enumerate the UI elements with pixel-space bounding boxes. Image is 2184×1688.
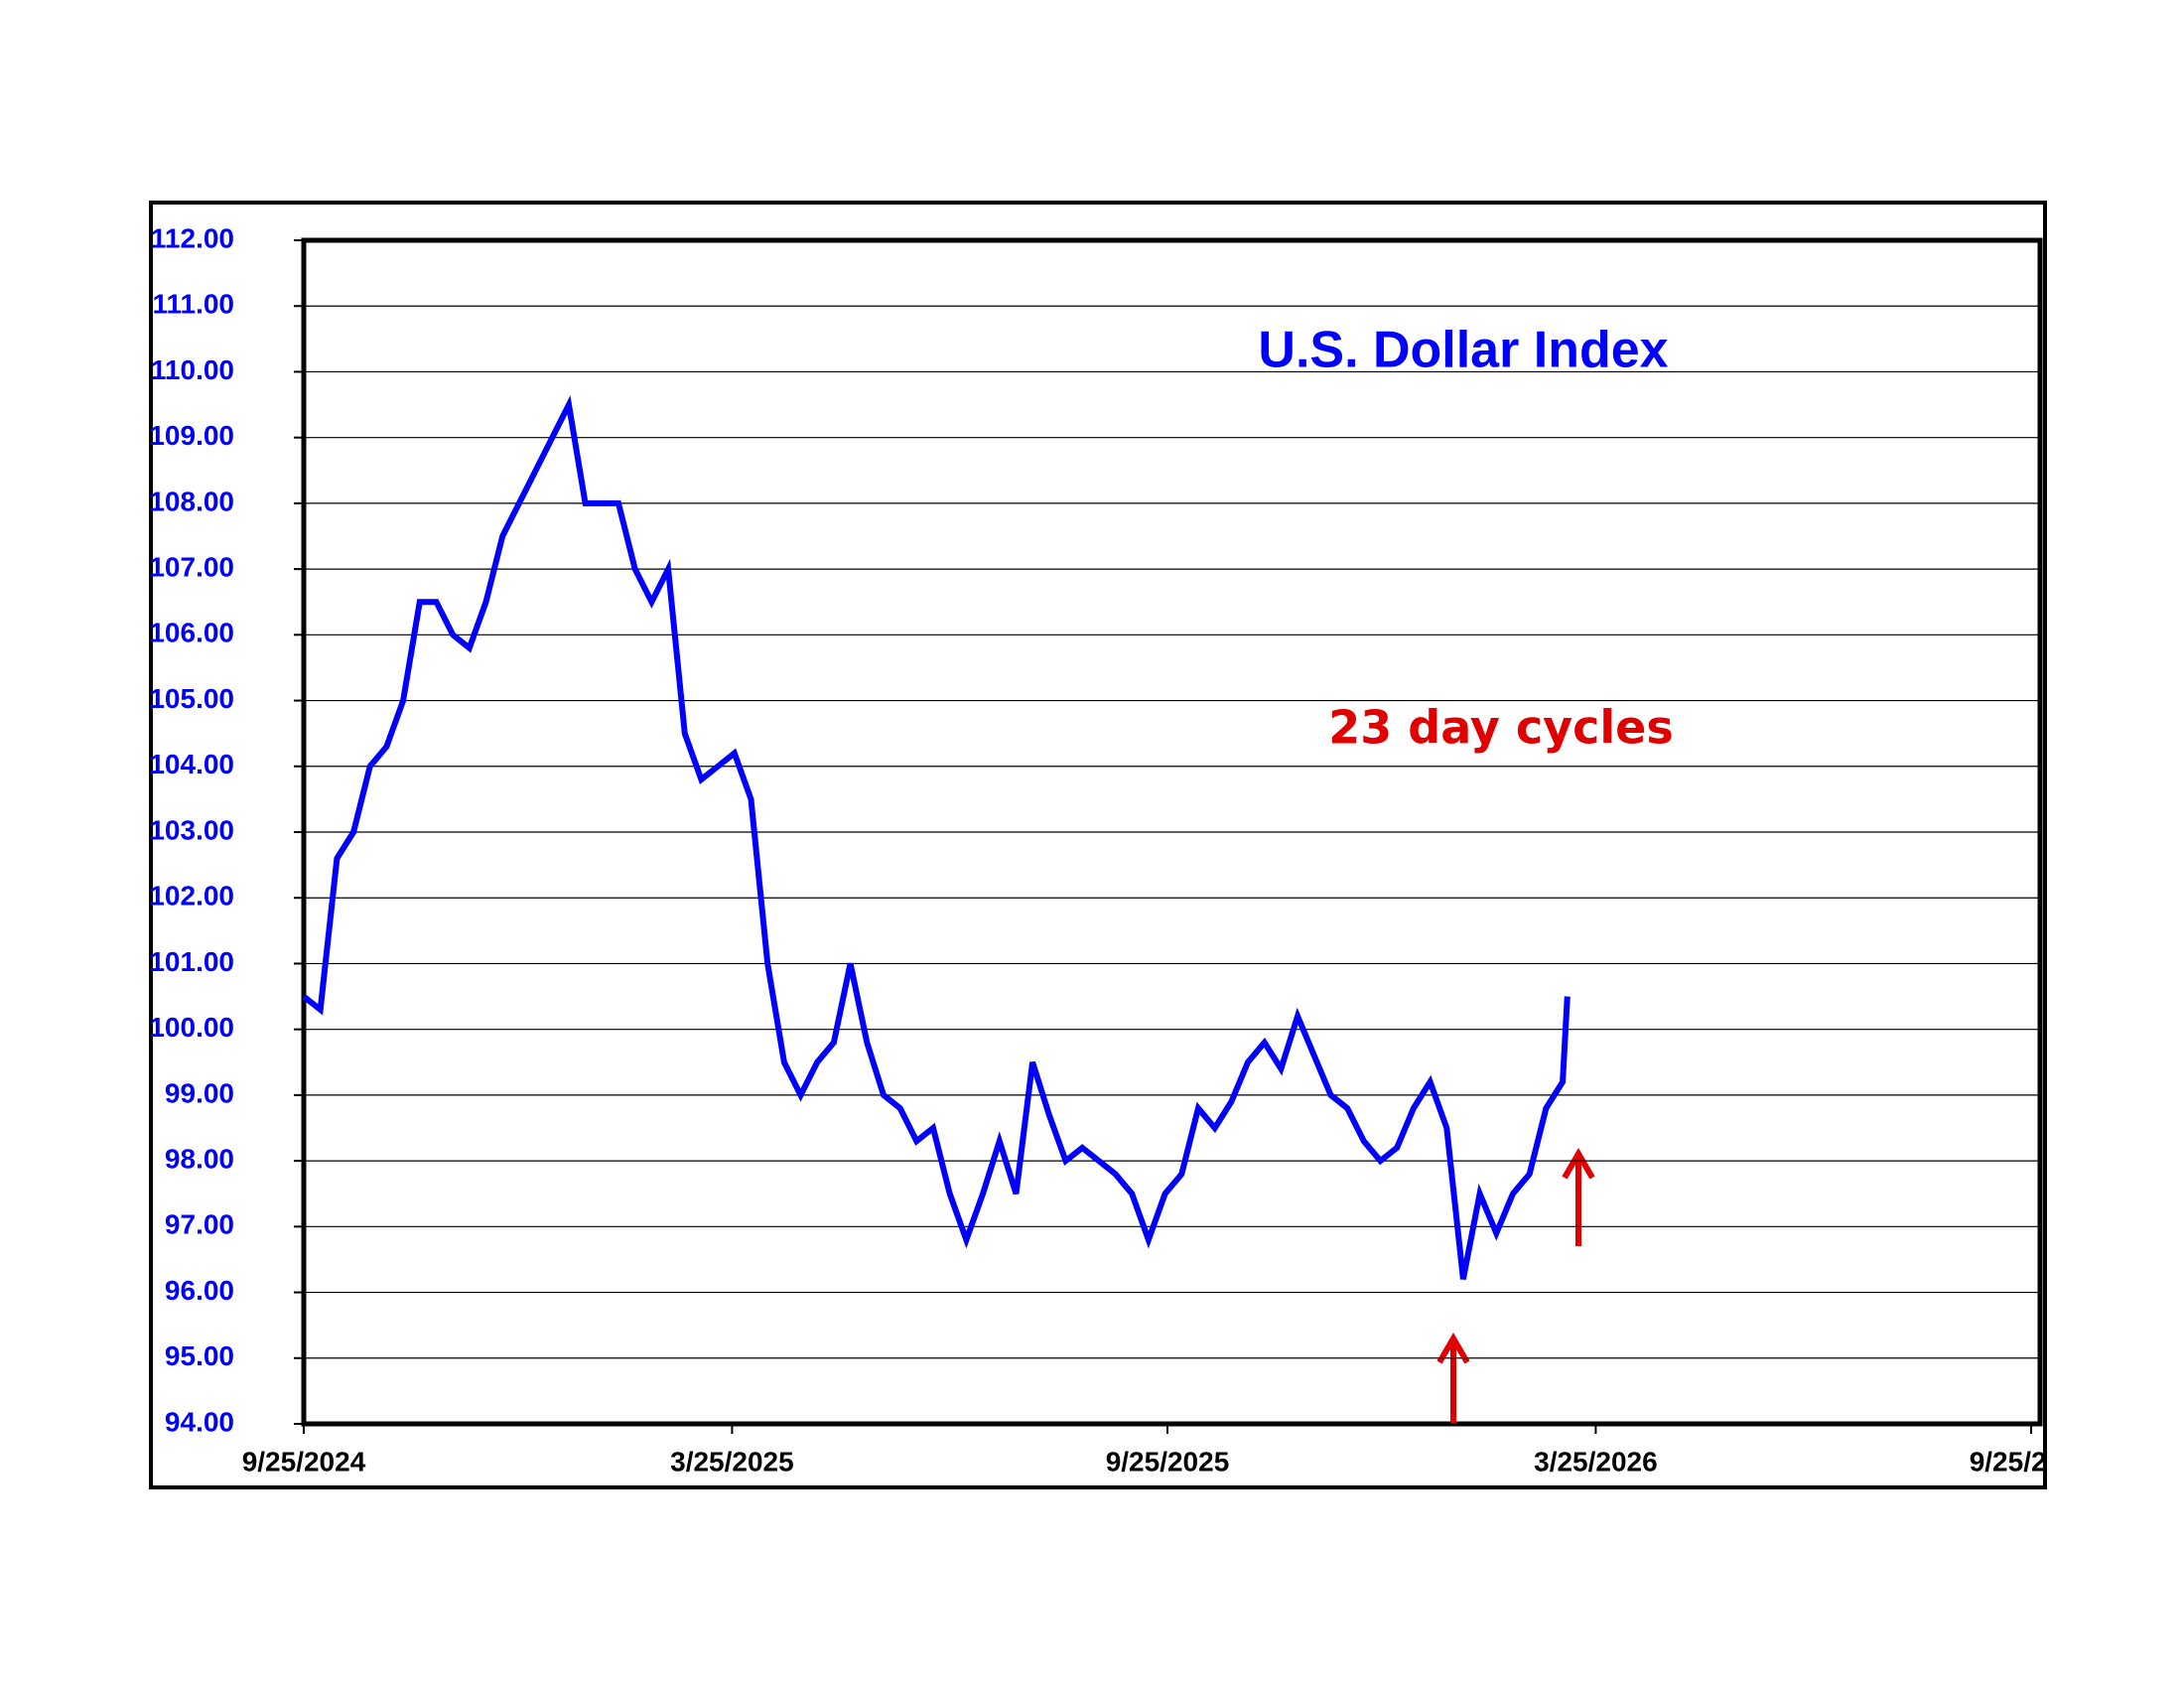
x-tick-label: 3/25/2025: [670, 1446, 794, 1477]
x-tick-label: 9/25/2026: [1970, 1446, 2094, 1477]
chart-frame: [149, 201, 2047, 1489]
y-tick-label: 103.00: [149, 814, 234, 845]
x-tick-label: 3/25/2026: [1534, 1446, 1658, 1477]
y-tick-label: 112.00: [151, 222, 234, 253]
chart-title: U.S. Dollar Index: [1258, 322, 1668, 379]
y-tick-label: 94.00: [165, 1406, 234, 1437]
y-tick-label: 95.00: [165, 1340, 234, 1371]
y-tick-label: 98.00: [165, 1144, 234, 1175]
y-tick-label: 101.00: [149, 946, 234, 977]
y-tick-label: 102.00: [149, 881, 234, 912]
y-tick-label: 111.00: [152, 289, 234, 320]
data-line: [302, 395, 1570, 1280]
y-tick-label: 107.00: [149, 552, 234, 583]
y-tick-label: 99.00: [165, 1077, 234, 1108]
y-tick-label: 109.00: [149, 420, 234, 451]
y-tick-label: 106.00: [149, 618, 234, 648]
y-tick-label: 104.00: [149, 749, 234, 779]
arrow: [1436, 1148, 1595, 1424]
y-tick-label: 97.00: [165, 1209, 234, 1240]
y-tick-label: 96.00: [165, 1275, 234, 1306]
annotation: 23 day cycles: [1328, 701, 1673, 755]
y-tick-label: 105.00: [149, 683, 234, 714]
x-tick-label: 9/25/2025: [1106, 1446, 1230, 1477]
y-tick-label: 110.00: [151, 354, 234, 385]
y-tick-label: 100.00: [149, 1012, 234, 1043]
y-tick-label: 108.00: [149, 486, 234, 516]
x-tick-label: 9/25/2024: [242, 1446, 366, 1477]
plot: 9/25/2024 3/25/2025 9/25/2025 3/25/2026 9/25…: [242, 1424, 2094, 1477]
